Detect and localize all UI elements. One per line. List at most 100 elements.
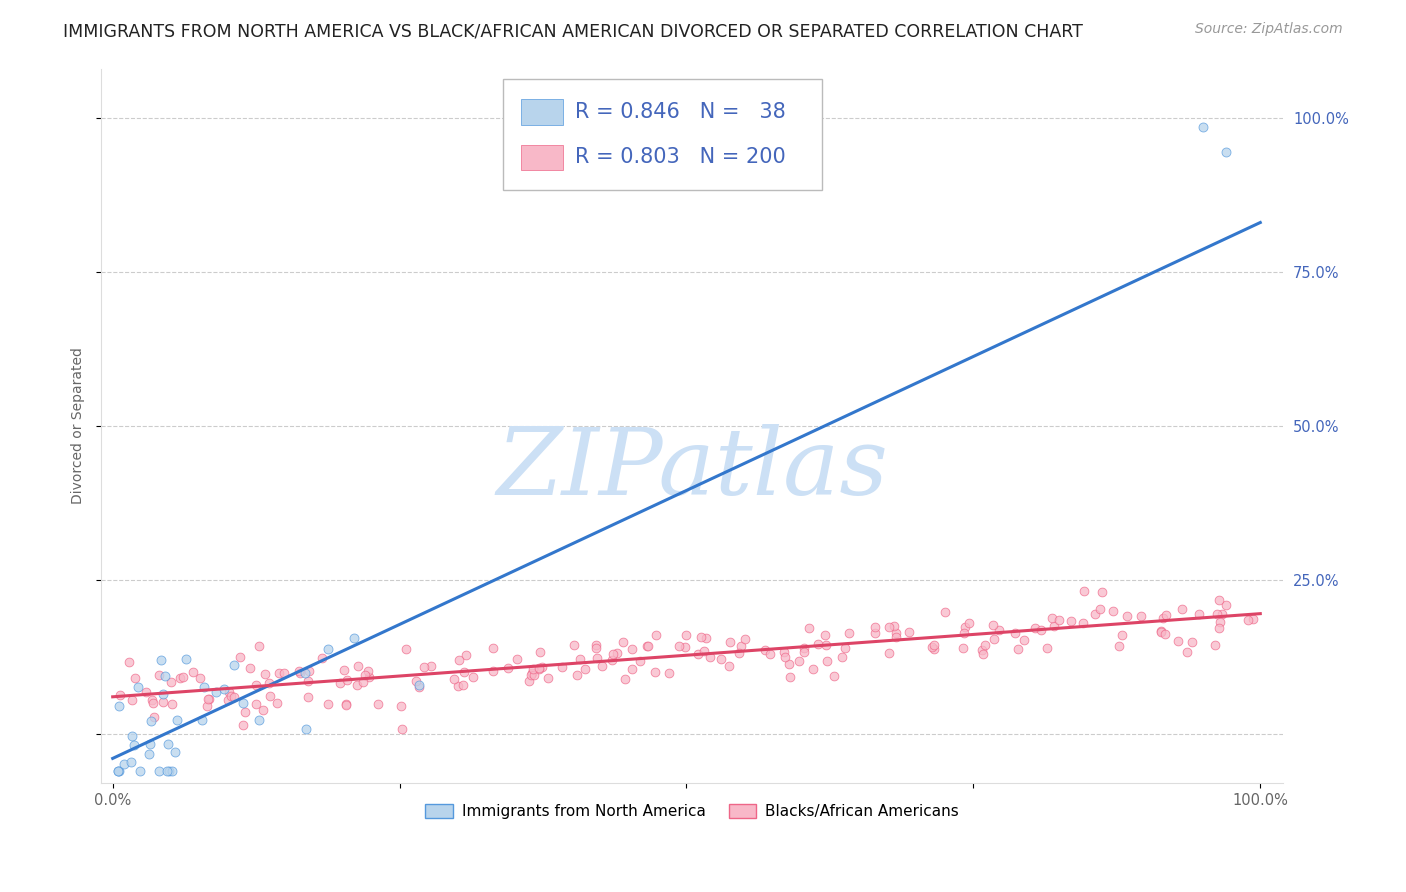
Point	[287, 664, 309, 678]
Point	[527, 662, 550, 676]
Point	[1153, 627, 1175, 641]
Point	[551, 659, 574, 673]
Point	[1215, 145, 1237, 159]
Point	[420, 659, 443, 673]
Point	[734, 632, 756, 646]
Point	[957, 615, 980, 630]
Point	[1036, 641, 1059, 656]
Point	[1073, 584, 1095, 599]
Point	[218, 685, 240, 699]
Point	[718, 635, 741, 649]
Point	[124, 671, 146, 685]
Point	[778, 657, 800, 671]
Point	[877, 620, 900, 634]
Point	[1029, 623, 1052, 637]
Point	[983, 632, 1005, 646]
Point	[657, 666, 679, 681]
Point	[1088, 602, 1111, 616]
Point	[517, 673, 540, 688]
FancyBboxPatch shape	[520, 99, 564, 125]
Point	[562, 638, 585, 652]
Point	[522, 668, 544, 682]
Point	[773, 650, 796, 665]
Point	[1116, 608, 1139, 623]
Point	[1004, 625, 1026, 640]
Point	[1241, 612, 1264, 626]
Point	[453, 665, 475, 679]
Point	[972, 648, 994, 662]
Point	[838, 626, 860, 640]
Point	[157, 737, 180, 751]
Point	[453, 678, 475, 692]
Point	[122, 738, 145, 752]
Point	[1007, 641, 1029, 656]
Point	[1108, 640, 1130, 654]
Point	[1150, 624, 1173, 639]
Point	[232, 718, 254, 732]
Point	[342, 631, 364, 645]
Point	[628, 654, 651, 668]
Point	[107, 764, 129, 778]
Point	[120, 756, 142, 770]
Legend: Immigrants from North America, Blacks/African Americans: Immigrants from North America, Blacks/Af…	[419, 798, 966, 825]
Point	[834, 640, 856, 655]
Point	[1204, 638, 1226, 652]
Point	[621, 642, 644, 657]
Point	[336, 673, 359, 687]
Point	[153, 669, 176, 683]
Point	[121, 730, 143, 744]
Point	[335, 697, 357, 711]
Point	[730, 639, 752, 653]
Point	[166, 713, 188, 727]
Point	[686, 647, 709, 661]
Point	[1091, 584, 1114, 599]
Point	[1043, 619, 1066, 633]
Point	[1215, 598, 1237, 612]
Point	[1188, 607, 1211, 622]
Point	[169, 671, 191, 685]
Point	[884, 630, 907, 644]
Point	[754, 643, 776, 657]
Point	[219, 689, 242, 703]
Point	[689, 630, 711, 644]
Point	[636, 640, 658, 654]
Point	[197, 692, 219, 706]
Point	[183, 665, 205, 679]
Point	[1084, 607, 1107, 622]
Point	[412, 660, 434, 674]
Point	[921, 640, 943, 654]
Text: ZIPatlas: ZIPatlas	[496, 424, 889, 514]
Point	[198, 692, 221, 706]
Point	[1209, 615, 1232, 629]
Point	[806, 637, 828, 651]
Point	[354, 668, 377, 682]
Point	[522, 662, 544, 676]
Point	[787, 654, 810, 668]
Point	[793, 641, 815, 656]
Point	[389, 699, 412, 714]
Point	[252, 703, 274, 717]
Point	[238, 661, 260, 675]
Point	[974, 638, 997, 652]
Point	[193, 680, 215, 694]
Point	[568, 652, 591, 666]
Point	[447, 679, 470, 693]
Point	[346, 678, 368, 692]
Point	[600, 653, 623, 667]
Point	[934, 605, 956, 619]
Point	[212, 682, 235, 697]
Point	[831, 650, 853, 665]
Point	[160, 675, 183, 690]
Point	[1192, 120, 1215, 134]
Point	[981, 617, 1004, 632]
Point	[443, 672, 465, 686]
Point	[156, 764, 179, 778]
Point	[537, 671, 560, 685]
Point	[1175, 645, 1198, 659]
Point	[728, 646, 751, 660]
Point	[163, 745, 186, 759]
Point	[118, 655, 141, 669]
Point	[815, 654, 838, 668]
Point	[142, 697, 165, 711]
Point	[329, 676, 352, 690]
